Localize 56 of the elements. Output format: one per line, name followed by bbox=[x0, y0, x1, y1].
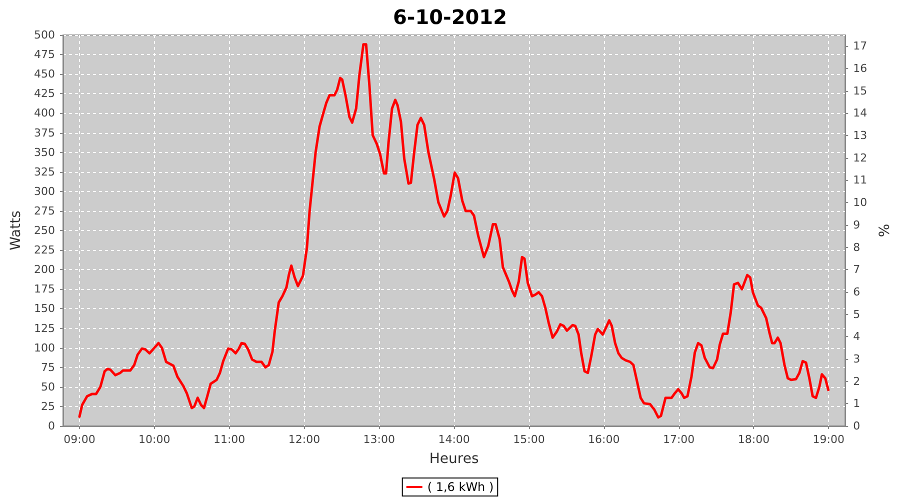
y2-tick-label: 16 bbox=[853, 62, 868, 76]
y2-tick-label: 2 bbox=[853, 374, 860, 388]
y-tick-label: 425 bbox=[34, 87, 55, 100]
y2-tick-label: 6 bbox=[853, 285, 860, 298]
y2-tick-label: 3 bbox=[853, 352, 860, 366]
y-tick-label: 25 bbox=[41, 400, 55, 413]
y-tick-label: 150 bbox=[34, 302, 55, 316]
y2-tick-label: 8 bbox=[853, 240, 860, 254]
y2-axis-title: % bbox=[877, 224, 893, 238]
y2-tick-label: 14 bbox=[853, 106, 868, 120]
y2-tick-label: 9 bbox=[853, 218, 860, 232]
y-tick-label: 175 bbox=[34, 282, 55, 296]
x-tick-label: 15:00 bbox=[513, 433, 545, 446]
y-tick-label: 300 bbox=[34, 184, 55, 198]
y-tick-label: 250 bbox=[34, 224, 55, 237]
y-tick-label: 400 bbox=[34, 106, 55, 120]
y2-tick-label: 1 bbox=[853, 397, 860, 410]
y-tick-label: 225 bbox=[34, 244, 55, 257]
y2-tick-label: 0 bbox=[853, 420, 860, 432]
y-tick-label: 100 bbox=[34, 341, 55, 354]
x-tick-label: 11:00 bbox=[213, 433, 246, 446]
y-tick-label: 350 bbox=[34, 146, 55, 159]
y2-tick-label: 4 bbox=[853, 330, 860, 344]
y2-tick-label: 17 bbox=[853, 40, 868, 53]
y2-tick-label: 10 bbox=[853, 196, 868, 210]
x-tick-label: 10:00 bbox=[138, 433, 170, 446]
legend-label: ( 1,6 kWh ) bbox=[427, 480, 494, 494]
y-tick-label: 50 bbox=[41, 380, 55, 394]
x-axis-title: Heures bbox=[429, 451, 479, 467]
y-tick-label: 125 bbox=[34, 322, 55, 335]
x-tick-label: 13:00 bbox=[363, 433, 395, 446]
y-tick-label: 450 bbox=[34, 68, 55, 81]
x-tick-label: 14:00 bbox=[438, 433, 470, 446]
y-tick-label: 200 bbox=[34, 263, 55, 276]
y2-tick-label: 5 bbox=[853, 308, 860, 321]
x-tick-label: 19:00 bbox=[812, 433, 844, 446]
y2-tick-label: 13 bbox=[853, 129, 868, 142]
y-tick-label: 500 bbox=[34, 28, 55, 42]
y2-tick-label: 12 bbox=[853, 151, 868, 164]
y-tick-label: 325 bbox=[34, 165, 55, 178]
line-series bbox=[78, 43, 830, 419]
x-tick-label: 18:00 bbox=[738, 433, 770, 446]
y2-tick-label: 7 bbox=[853, 263, 860, 276]
y2-tick-label: 11 bbox=[853, 174, 868, 187]
y-tick-label: 75 bbox=[41, 360, 55, 374]
y2-tick-label: 15 bbox=[853, 84, 868, 98]
y-tick-label: 375 bbox=[34, 126, 55, 140]
y-tick-label: 275 bbox=[34, 204, 55, 218]
x-tick-label: 16:00 bbox=[588, 433, 620, 446]
x-tick-label: 12:00 bbox=[288, 433, 320, 446]
chart-title: 6-10-2012 bbox=[392, 5, 508, 29]
y-tick-label: 475 bbox=[34, 48, 55, 62]
x-tick-label: 09:00 bbox=[64, 433, 96, 446]
y-tick-label: 0 bbox=[48, 420, 55, 432]
y-axis-title: Watts bbox=[8, 210, 24, 250]
x-tick-label: 17:00 bbox=[662, 433, 695, 446]
